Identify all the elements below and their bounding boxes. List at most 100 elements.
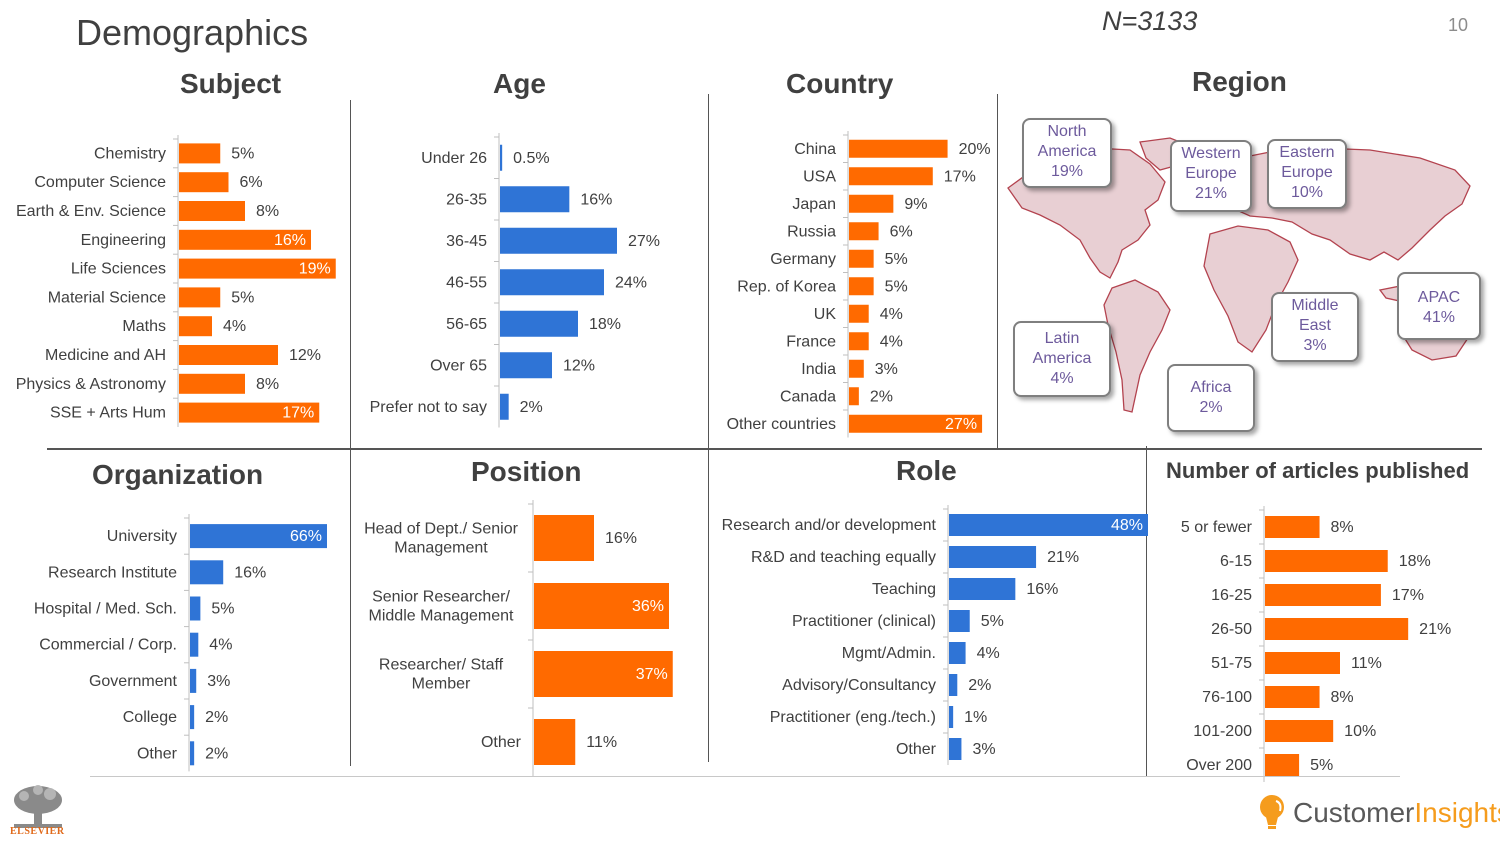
page-number: 10 — [1448, 15, 1469, 35]
page-title: Demographics — [76, 12, 309, 53]
organization-bar — [190, 668, 197, 693]
country-bar — [849, 194, 894, 213]
organization-category-label: Hospital / Med. Sch. — [34, 601, 177, 618]
role-category-label: R&D and teaching equally — [751, 549, 936, 566]
country-category-label: India — [801, 361, 836, 378]
organization-title: Organization — [92, 459, 264, 490]
articles-value-label: 8% — [1331, 519, 1354, 536]
region-label: America — [1032, 350, 1092, 367]
role-value-label: 48% — [1111, 517, 1143, 534]
subject-bar — [179, 201, 245, 221]
subject-category-label: Maths — [122, 318, 166, 335]
role-value-label: 4% — [977, 645, 1000, 662]
role-bar — [949, 674, 958, 696]
subject-category-label: Material Science — [48, 289, 166, 306]
sample-size: N=3133 — [1102, 6, 1198, 36]
organization-category-label: Commercial / Corp. — [39, 637, 177, 654]
country-value-label: 4% — [880, 306, 903, 323]
articles-value-label: 8% — [1331, 689, 1354, 706]
position-category-label: Researcher/ Staff Member — [379, 657, 504, 693]
country-category-label: Canada — [780, 388, 836, 405]
position-category-label: Senior Researcher/Middle Management — [369, 589, 515, 625]
country-bar — [849, 167, 933, 186]
region-label: Europe — [1185, 165, 1237, 182]
role-value-label: 3% — [972, 741, 995, 758]
articles-bar — [1265, 516, 1320, 538]
organization-bar — [190, 741, 195, 766]
region-value: 10% — [1290, 184, 1324, 201]
country-bar — [849, 222, 879, 241]
subject-value-label: 16% — [274, 232, 306, 249]
region-callout-apac: APAC 41% — [1397, 272, 1481, 340]
subject-bar — [179, 373, 245, 394]
age-category-label: Over 65 — [430, 357, 487, 374]
articles-value-label: 18% — [1399, 553, 1431, 570]
subject-value-label: 8% — [256, 376, 279, 393]
role-bar — [949, 610, 970, 632]
role-bar — [949, 706, 954, 728]
age-category-label: Prefer not to say — [370, 399, 487, 416]
position-category-label: Head of Dept./ Senior Management — [364, 521, 519, 557]
age-category-label: 26-35 — [446, 191, 487, 208]
region-label: APAC — [1417, 289, 1461, 306]
role-category-label: Other — [896, 741, 937, 758]
role-bar — [949, 738, 962, 760]
country-value-label: 27% — [945, 416, 977, 433]
region-value: 4% — [1050, 370, 1074, 387]
map-south-america — [1103, 279, 1171, 413]
articles-category-label: Over 200 — [1186, 757, 1252, 774]
region-callout-western-europe: Western Europe 21% — [1170, 140, 1252, 212]
articles-category-label: 51-75 — [1211, 655, 1252, 672]
organization-category-label: Government — [89, 673, 178, 690]
role-bar — [949, 546, 1037, 568]
position-category-label: Other — [481, 734, 522, 751]
role-value-label: 1% — [964, 709, 987, 726]
footer-rule — [90, 776, 1400, 777]
role-category-label: Teaching — [872, 581, 936, 598]
subject-bar — [179, 172, 229, 193]
age-bar — [500, 144, 503, 171]
position-value-label: 16% — [605, 530, 637, 547]
articles-bar — [1265, 584, 1381, 606]
subject-value-label: 5% — [231, 145, 254, 162]
position-value-label: 37% — [636, 666, 668, 683]
role-value-label: 5% — [981, 613, 1004, 630]
position-bar — [534, 515, 594, 561]
elsevier-tree-logo — [14, 785, 62, 828]
role-bar — [949, 642, 966, 664]
country-bar — [849, 304, 869, 323]
role-category-label: Mgmt/Admin. — [842, 645, 936, 662]
subject-category-label: Medicine and AH — [45, 347, 166, 364]
country-value-label: 20% — [959, 141, 991, 158]
age-value-label: 16% — [580, 191, 612, 208]
brand-part-1: Customer — [1293, 797, 1415, 828]
country-value-label: 3% — [875, 361, 898, 378]
region-value: 2% — [1199, 399, 1223, 416]
articles-category-label: 5 or fewer — [1181, 519, 1253, 536]
role-category-label: Practitioner (eng./tech.) — [770, 709, 936, 726]
subject-value-label: 6% — [240, 174, 263, 191]
age-value-label: 27% — [628, 233, 660, 250]
country-value-label: 5% — [885, 278, 908, 295]
country-bar — [849, 277, 874, 296]
country-category-label: UK — [814, 306, 837, 323]
subject-category-label: Computer Science — [34, 174, 166, 191]
subject-category-label: SSE + Arts Hum — [50, 405, 166, 422]
organization-value-label: 3% — [207, 673, 230, 690]
organization-value-label: 66% — [290, 528, 322, 545]
customer-insights-logo: CustomerInsights — [1293, 797, 1500, 829]
subject-title: Subject — [180, 68, 282, 99]
articles-value-label: 17% — [1392, 587, 1424, 604]
role-category-label: Advisory/Consultancy — [782, 677, 936, 694]
organization-value-label: 4% — [209, 637, 232, 654]
organization-category-label: Research Institute — [48, 564, 177, 581]
country-category-label: Germany — [770, 251, 836, 268]
country-category-label: China — [794, 141, 836, 158]
age-bar — [500, 186, 570, 213]
country-category-label: France — [786, 333, 836, 350]
elsevier-wordmark: ELSEVIER — [10, 826, 65, 837]
age-bar — [500, 310, 578, 337]
organization-value-label: 5% — [211, 601, 234, 618]
articles-title: Number of articles published — [1166, 458, 1470, 483]
country-bar — [849, 249, 874, 268]
